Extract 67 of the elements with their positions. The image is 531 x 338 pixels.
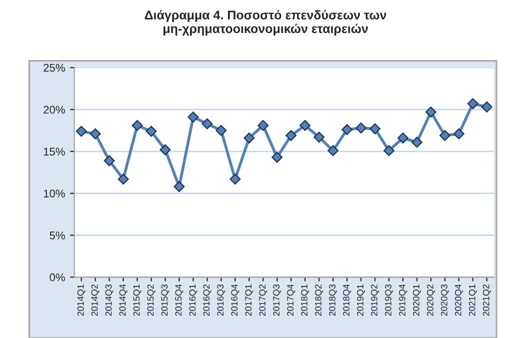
x-tick-label: 2019Q4 [398,284,407,316]
point [425,106,436,118]
x-tick-label: 2016Q2 [203,284,212,316]
point [258,120,269,131]
point [342,124,352,136]
x-tick-label: 2018Q1 [301,284,310,316]
y-tick-label: 5% [50,232,65,240]
x-tick-label: 2019Q3 [384,284,393,316]
x-tick-label: 2019Q1 [357,284,366,316]
point [76,126,87,137]
x-tick-label: 2020Q4 [454,284,463,316]
x-tick-label: 2014Q2 [91,284,100,316]
point [244,132,255,144]
x-tick-label: 2021Q2 [482,284,491,316]
point [300,120,311,131]
x-tick-label: 2015Q4 [175,284,184,316]
point [90,128,101,140]
point [397,132,408,144]
x-tick-label: 2014Q4 [119,284,128,316]
x-tick-label: 2017Q3 [273,284,282,316]
x-tick-label: 2020Q3 [440,284,449,316]
point [118,174,129,185]
x-tick-label: 2021Q1 [468,284,477,316]
x-tick-label: 2018Q2 [315,284,324,316]
point [216,125,227,136]
x-tick-label: 2017Q4 [287,284,296,316]
x-tick-label: 2015Q1 [133,284,142,316]
point [453,128,464,140]
chart-title: Διάγραμμα 4. Ποσοστό επενδύσεων των μη-χρηματοοικονομικών εταιρειών [144,10,386,36]
y-tick-label: 0% [50,273,65,282]
point [230,174,241,185]
point [356,122,366,134]
point [104,155,115,166]
point [188,112,199,123]
point [314,132,325,143]
x-tick-label: 2014Q1 [77,284,86,316]
point [328,145,338,156]
point [202,118,213,130]
point [132,120,143,131]
x-tick-label: 2016Q3 [217,284,226,316]
point [467,98,478,110]
y-tick-label: 25% [44,64,65,72]
x-tick-label: 2018Q3 [329,284,338,316]
point [286,130,297,141]
x-tick-label: 2014Q3 [105,284,114,316]
x-tick-label: 2015Q3 [161,284,170,316]
x-tick-label: 2020Q2 [426,284,435,316]
y-tick-label: 20% [44,106,65,114]
point [370,123,380,134]
point [481,102,492,112]
x-tick-label: 2020Q1 [412,284,421,316]
x-tick-label: 2019Q2 [371,284,380,316]
x-tick-label: 2018Q4 [343,284,352,316]
y-tick-label: 15% [44,148,65,156]
point [439,130,450,141]
point [146,126,157,137]
x-tick-label: 2016Q4 [231,284,240,316]
x-tick-label: 2015Q2 [147,284,156,316]
x-tick-label: 2016Q1 [189,284,198,316]
x-tick-label: 2017Q1 [245,284,254,316]
point [160,144,171,156]
point [174,181,185,192]
point [411,136,422,148]
y-tick-label: 10% [44,190,65,198]
point [383,145,394,156]
point [272,152,283,163]
x-tick-label: 2017Q2 [259,284,268,316]
